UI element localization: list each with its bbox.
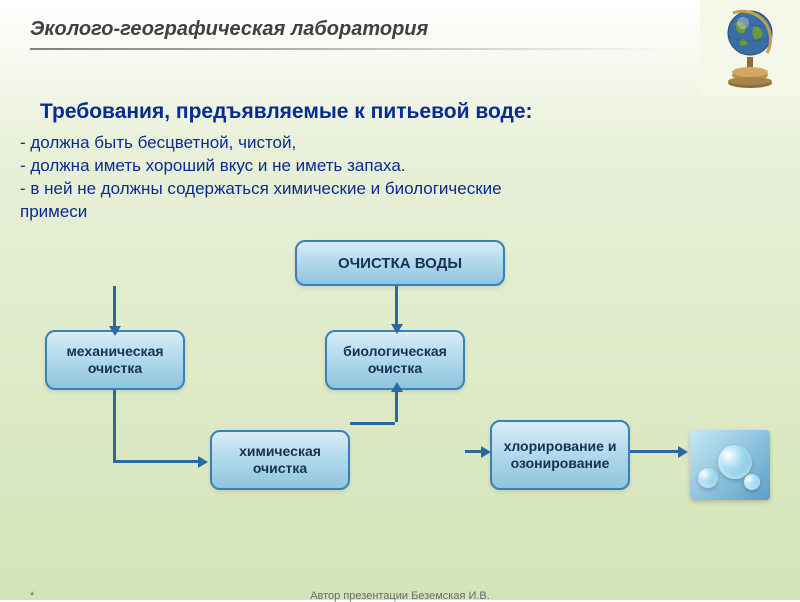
req-line: - в ней не должны содержаться химические… <box>20 178 760 201</box>
flow-label: хлорирование и озонирование <box>496 438 624 472</box>
req-line: - должна иметь хороший вкус и не иметь з… <box>20 155 760 178</box>
globe-icon <box>700 0 800 95</box>
req-line: - должна быть бесцветной, чистой, <box>20 132 760 155</box>
req-line: примеси <box>20 201 760 224</box>
flow-label: биологическая очистка <box>331 343 459 377</box>
flow-label: механическая очистка <box>51 343 179 377</box>
flow-box-mechanical: механическая очистка <box>45 330 185 390</box>
flow-connector <box>350 422 395 425</box>
footer-author: Автор презентации Беземская И.В. <box>0 590 800 602</box>
requirements-title: Требования, предъявляемые к питьевой вод… <box>40 100 533 124</box>
flow-label: химическая очистка <box>216 443 344 477</box>
arrow-down-icon <box>109 326 121 336</box>
page-title: Эколого-географическая лаборатория <box>30 18 428 41</box>
arrow-right-icon <box>678 446 688 458</box>
flow-box-main: ОЧИСТКА ВОДЫ <box>295 240 505 286</box>
flow-connector <box>113 286 116 328</box>
arrow-right-icon <box>198 456 208 468</box>
flow-connector <box>113 390 116 460</box>
flow-label: ОЧИСТКА ВОДЫ <box>338 255 462 272</box>
flow-connector <box>113 460 200 463</box>
flow-connector <box>395 390 398 422</box>
arrow-down-icon <box>391 324 403 334</box>
flow-box-biological: биологическая очистка <box>325 330 465 390</box>
water-image <box>690 430 770 500</box>
flow-connector <box>395 286 398 326</box>
requirements-list: - должна быть бесцветной, чистой, - долж… <box>20 132 760 224</box>
flow-box-chlorination: хлорирование и озонирование <box>490 420 630 490</box>
arrow-right-icon <box>481 446 491 458</box>
arrow-up-icon <box>391 382 403 392</box>
flow-box-chemical: химическая очистка <box>210 430 350 490</box>
header-divider <box>30 48 670 50</box>
flow-connector <box>630 450 680 453</box>
